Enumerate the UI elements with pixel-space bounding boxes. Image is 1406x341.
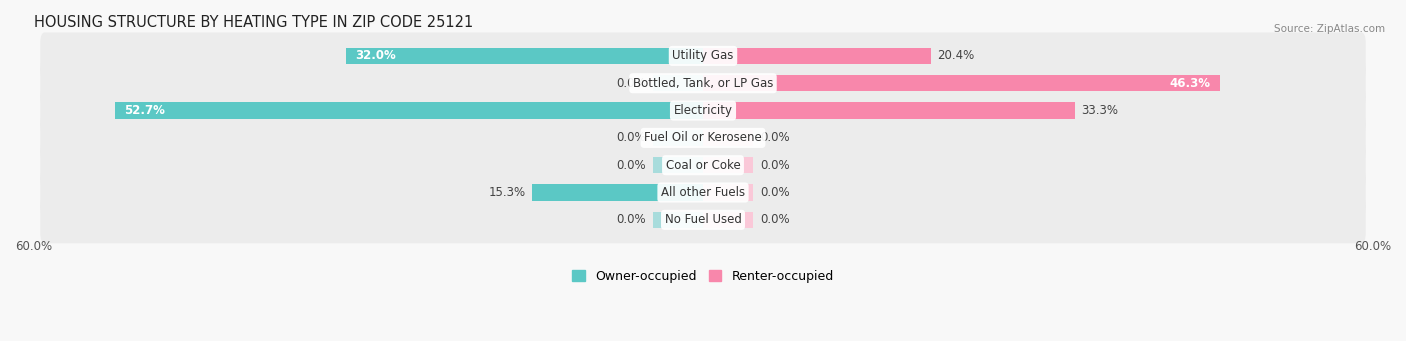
FancyBboxPatch shape: [41, 169, 1365, 216]
Text: 0.0%: 0.0%: [759, 213, 790, 226]
Bar: [703, 212, 754, 228]
Text: Bottled, Tank, or LP Gas: Bottled, Tank, or LP Gas: [633, 77, 773, 90]
Text: 0.0%: 0.0%: [616, 213, 647, 226]
Bar: [533, 184, 703, 201]
Bar: [652, 157, 703, 173]
FancyBboxPatch shape: [41, 87, 1365, 134]
Text: Utility Gas: Utility Gas: [672, 49, 734, 62]
Bar: [703, 102, 1074, 119]
Text: 15.3%: 15.3%: [488, 186, 526, 199]
Bar: [703, 157, 754, 173]
Text: 20.4%: 20.4%: [938, 49, 974, 62]
Text: Source: ZipAtlas.com: Source: ZipAtlas.com: [1274, 24, 1385, 34]
Bar: [346, 48, 703, 64]
Text: 0.0%: 0.0%: [616, 131, 647, 144]
Bar: [703, 75, 1219, 91]
FancyBboxPatch shape: [41, 142, 1365, 189]
Text: 0.0%: 0.0%: [759, 186, 790, 199]
Text: HOUSING STRUCTURE BY HEATING TYPE IN ZIP CODE 25121: HOUSING STRUCTURE BY HEATING TYPE IN ZIP…: [34, 15, 472, 30]
Bar: [703, 184, 754, 201]
Text: 46.3%: 46.3%: [1170, 77, 1211, 90]
Text: 0.0%: 0.0%: [759, 159, 790, 172]
Legend: Owner-occupied, Renter-occupied: Owner-occupied, Renter-occupied: [572, 270, 834, 283]
FancyBboxPatch shape: [41, 114, 1365, 161]
Bar: [652, 130, 703, 146]
Text: Fuel Oil or Kerosene: Fuel Oil or Kerosene: [644, 131, 762, 144]
FancyBboxPatch shape: [41, 32, 1365, 79]
FancyBboxPatch shape: [41, 196, 1365, 243]
Text: No Fuel Used: No Fuel Used: [665, 213, 741, 226]
Bar: [703, 130, 754, 146]
Text: 0.0%: 0.0%: [616, 159, 647, 172]
Text: All other Fuels: All other Fuels: [661, 186, 745, 199]
Text: 32.0%: 32.0%: [354, 49, 395, 62]
Text: Electricity: Electricity: [673, 104, 733, 117]
Bar: [652, 212, 703, 228]
Bar: [703, 48, 931, 64]
Text: 33.3%: 33.3%: [1081, 104, 1118, 117]
Text: 0.0%: 0.0%: [759, 131, 790, 144]
Text: 0.0%: 0.0%: [616, 77, 647, 90]
Bar: [115, 102, 703, 119]
Text: 52.7%: 52.7%: [124, 104, 165, 117]
Text: Coal or Coke: Coal or Coke: [665, 159, 741, 172]
FancyBboxPatch shape: [41, 60, 1365, 107]
Bar: [652, 75, 703, 91]
